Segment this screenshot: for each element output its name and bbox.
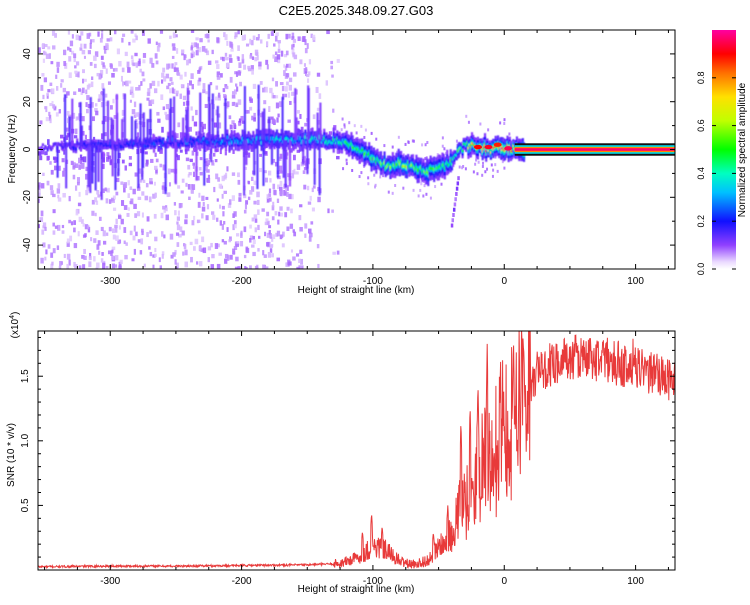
colorbar-tick-label: 0.4	[696, 167, 706, 180]
y-tick-label: 1.0	[20, 433, 31, 447]
y-tick-label: 40	[22, 48, 33, 60]
x-tick-label: -300	[100, 576, 120, 587]
chart-title: C2E5.2025.348.09.27.G03	[279, 3, 434, 18]
y-tick-label: 1.5	[20, 369, 31, 383]
snr-panel: -300 -200 -100 0 100 0.5 1.0 1.5 Height of str…	[6, 312, 676, 595]
spectrogram-x-axis-label: Height of straight line (km)	[298, 285, 415, 296]
y-tick-label: -20	[22, 190, 33, 205]
x-tick-label: 100	[627, 576, 644, 587]
spectrogram-ridge	[38, 84, 526, 200]
spectrogram-heatmap	[38, 30, 675, 269]
snr-y-axis-label: SNR (10 * v/v)	[6, 423, 17, 487]
colorbar-tick-label: 0.8	[696, 72, 706, 85]
x-tick-label: -300	[100, 276, 120, 287]
snr-x-ticks: -300 -200 -100 0 100	[44, 331, 669, 587]
snr-series-line	[38, 331, 675, 570]
x-tick-label: -100	[363, 576, 383, 587]
snr-y-multiplier: (x104)	[9, 312, 21, 339]
spectrogram-x-ticks: -300 -200 -100 0 100	[44, 30, 669, 287]
snr-frame	[37, 330, 676, 571]
x-tick-label: 0	[501, 276, 507, 287]
y-tick-label: 0.5	[20, 498, 31, 512]
y-tick-label: 20	[22, 96, 33, 108]
colorbar-gradient	[712, 30, 736, 269]
colorbar-tick-label: 0.2	[696, 215, 706, 228]
y-tick-label: 0	[22, 146, 33, 152]
snr-y-ticks: 0.5 1.0 1.5	[20, 336, 675, 558]
x-tick-label: -100	[363, 276, 383, 287]
snr-x-axis-label: Height of straight line (km)	[298, 584, 415, 595]
colorbar-label: Normalized spectral amplitude	[737, 82, 748, 217]
x-tick-label: 0	[501, 576, 507, 587]
spectrogram-y-ticks: -40 -20 0 20 40	[22, 29, 675, 270]
spectrogram-y-axis-label: Frequency (Hz)	[7, 115, 18, 184]
colorbar: 0.0 0.2 0.4 0.6 0.8 Normalized spectral ampl…	[696, 30, 748, 275]
colorbar-tick-label: 0.0	[696, 263, 706, 276]
colorbar-tick-label: 0.6	[696, 119, 706, 132]
x-tick-label: -200	[232, 276, 252, 287]
x-tick-label: 100	[627, 276, 644, 287]
x-tick-label: -200	[232, 576, 252, 587]
spectrogram-tone-line	[473, 142, 675, 156]
colorbar-ticks: 0.0 0.2 0.4 0.6 0.8	[696, 72, 736, 276]
y-tick-label: -40	[22, 237, 33, 252]
